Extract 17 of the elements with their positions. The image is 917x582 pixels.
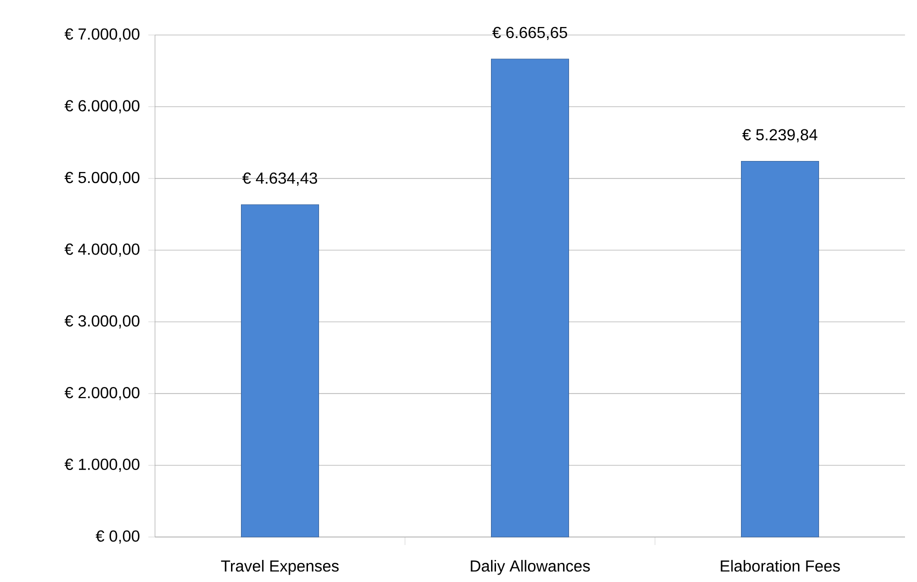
y-tick-label: € 2.000,00 xyxy=(64,386,140,400)
bar xyxy=(740,160,820,538)
y-tick-label: € 3.000,00 xyxy=(64,315,140,328)
bar xyxy=(490,58,570,538)
y-tick-label: € 4.000,00 xyxy=(64,244,140,257)
bar xyxy=(240,204,320,538)
y-tick-label: € 6.000,00 xyxy=(64,100,140,114)
y-tick-label: € 5.000,00 xyxy=(64,172,140,186)
x-tick-label: Travel Expenses xyxy=(221,560,339,575)
data-label: € 4.634,43 xyxy=(242,172,318,186)
y-tick-label: € 0,00 xyxy=(96,530,140,544)
data-label: € 6.665,65 xyxy=(492,26,568,40)
data-label: € 5.239,84 xyxy=(742,129,818,142)
y-tick-label: € 7.000,00 xyxy=(64,28,140,42)
x-tick-label: Daliy Allowances xyxy=(470,560,590,575)
y-tick-label: € 1.000,00 xyxy=(64,458,140,472)
x-tick-label: Elaboration Fees xyxy=(720,560,840,572)
